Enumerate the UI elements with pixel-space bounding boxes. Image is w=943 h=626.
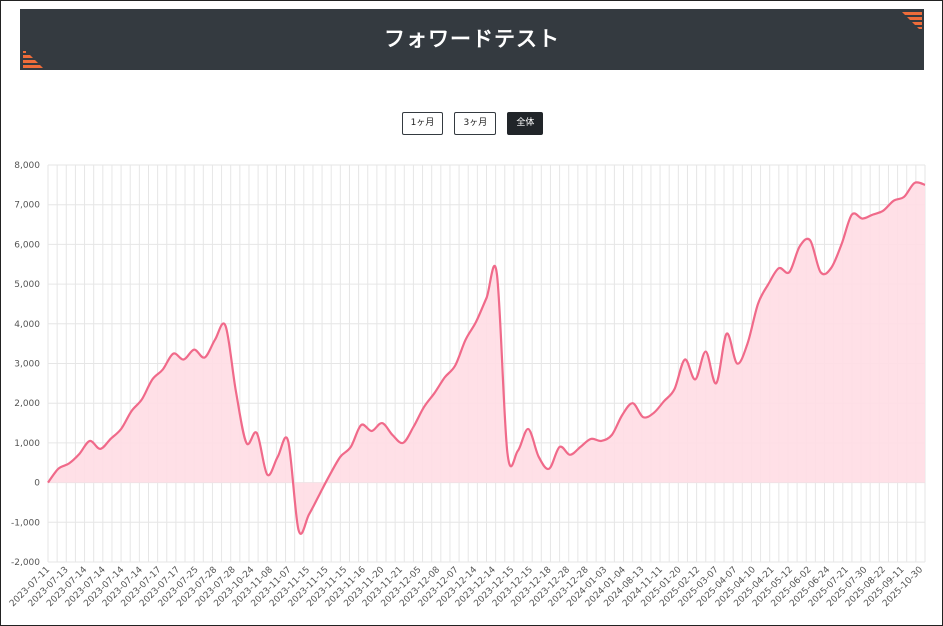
range-all-button[interactable]: 全体 bbox=[507, 112, 544, 135]
corner-stripes-icon bbox=[902, 12, 922, 29]
range-3-month-button[interactable]: 3ヶ月 bbox=[454, 112, 497, 135]
y-tick-label: 2,000 bbox=[14, 399, 40, 409]
y-tick-label: 7,000 bbox=[14, 201, 40, 211]
y-tick-label: 4,000 bbox=[14, 320, 40, 330]
series-line bbox=[47, 181, 926, 535]
y-tick-label: 8,000 bbox=[14, 161, 40, 171]
page-header: フォワードテスト bbox=[20, 9, 924, 70]
page-title: フォワードテスト bbox=[384, 27, 560, 51]
y-tick-label: 5,000 bbox=[14, 280, 40, 290]
y-tick-label: 1,000 bbox=[14, 439, 40, 449]
y-tick-label: 6,000 bbox=[14, 240, 40, 250]
series-area-fill bbox=[48, 182, 925, 534]
range-button-group: 1ヶ月 3ヶ月 全体 bbox=[1, 112, 943, 135]
y-tick-label: -1,000 bbox=[11, 518, 40, 528]
equity-chart: -2,000 -1,000 0 1,000 2,000 3,000 4,000 5,000 6,… bbox=[8, 161, 926, 609]
range-1-month-button[interactable]: 1ヶ月 bbox=[401, 112, 444, 135]
y-tick-label: 3,000 bbox=[14, 360, 40, 370]
y-tick-label: 0 bbox=[34, 479, 40, 489]
y-tick-label: -2,000 bbox=[11, 558, 40, 568]
corner-stripes-icon bbox=[23, 51, 43, 68]
